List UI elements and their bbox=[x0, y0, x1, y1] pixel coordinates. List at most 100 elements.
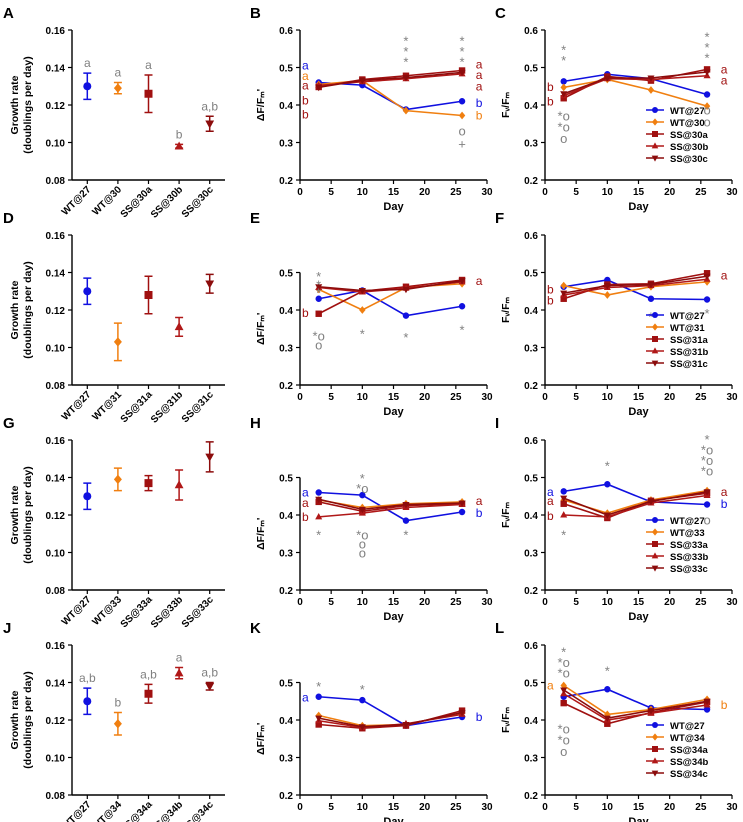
series-line bbox=[318, 695, 463, 727]
significance-mark: * bbox=[316, 269, 321, 284]
series-line bbox=[563, 275, 708, 294]
y-tick-label: 0.16 bbox=[46, 26, 66, 37]
significance-letter: a bbox=[721, 74, 728, 88]
significance-mark: *o bbox=[558, 733, 570, 748]
significance-letter: a bbox=[115, 66, 122, 80]
series-line bbox=[318, 279, 463, 292]
legend-marker bbox=[652, 733, 658, 741]
x-tick-label: 5 bbox=[573, 392, 579, 403]
significance-letter: a bbox=[145, 58, 152, 72]
line-panel-C: C 0.2 0.3 0.4 0.5 0.6 0 5 10 15 20 25 30 Day Fᵥ/Fₘ bb aa… bbox=[495, 5, 738, 213]
legend-label: SS@30b bbox=[670, 142, 709, 153]
y-tick-label: 0.14 bbox=[46, 269, 66, 280]
data-point bbox=[315, 693, 322, 700]
data-point bbox=[315, 496, 323, 504]
series-line bbox=[563, 73, 708, 96]
significance-mark: * bbox=[605, 458, 610, 473]
significance-letter: a bbox=[302, 79, 309, 93]
significance-letter: a bbox=[476, 79, 483, 93]
significance-letter: a bbox=[721, 269, 728, 283]
significance-mark: *o bbox=[558, 721, 570, 736]
data-point bbox=[402, 517, 410, 524]
significance-mark: * bbox=[360, 682, 365, 697]
series-line bbox=[563, 281, 708, 296]
significance-mark: * bbox=[403, 54, 408, 69]
y-tick-label: 0.5 bbox=[279, 474, 293, 485]
y-tick-label: 0.08 bbox=[46, 791, 66, 802]
legend-marker bbox=[652, 517, 658, 523]
line-panel-K: K 0.2 0.3 0.4 0.5 0 5 10 15 20 25 30 Day ΔF/Fₘ' a b * * bbox=[250, 620, 493, 822]
data-point bbox=[603, 283, 611, 290]
significance-mark: * bbox=[460, 323, 465, 338]
x-tick-label: 10 bbox=[602, 802, 614, 813]
panel-label: F bbox=[495, 210, 504, 227]
x-tick-label: 25 bbox=[450, 597, 462, 608]
data-point bbox=[458, 709, 466, 717]
y-tick-label: 0.6 bbox=[524, 26, 538, 37]
line-panel-H: H0.20.30.40.50 5 10 15 20 25 30DayΔF/Fₘ'aabab*… bbox=[250, 415, 493, 623]
legend-marker bbox=[652, 131, 658, 137]
data-point bbox=[402, 501, 410, 509]
y-tick-label: 0.4 bbox=[524, 306, 538, 317]
significance-letter: a bbox=[547, 485, 554, 499]
line-panel-B: B0.20.30.40.50.60 5 10 15 20 25 30DayΔF/Fₘ'aaa… bbox=[250, 5, 493, 213]
y-tick-label: 0.10 bbox=[46, 139, 66, 150]
y-tick-label: 0.3 bbox=[279, 139, 293, 150]
legend-marker bbox=[651, 360, 659, 367]
x-tick-label: 25 bbox=[450, 392, 462, 403]
x-tick-label: 20 bbox=[419, 597, 431, 608]
data-point bbox=[358, 506, 366, 514]
significance-letter: a bbox=[302, 59, 309, 73]
legend-marker bbox=[652, 336, 658, 342]
data-point bbox=[560, 281, 567, 290]
y-tick-label: 0.3 bbox=[279, 344, 293, 355]
significance-letter: a bbox=[547, 679, 554, 693]
data-point bbox=[144, 291, 153, 299]
y-tick-label: 0.12 bbox=[46, 306, 66, 317]
panel-label: L bbox=[495, 620, 504, 637]
y-tick-label: 0.3 bbox=[279, 549, 293, 560]
data-point bbox=[402, 286, 410, 294]
y-tick-label: 0.4 bbox=[524, 511, 538, 522]
y-tick-label: 0.2 bbox=[279, 381, 293, 392]
panel-label: D bbox=[3, 210, 14, 227]
x-tick-label: 5 bbox=[573, 187, 579, 198]
significance-mark: o bbox=[703, 115, 710, 130]
significance-letter: a bbox=[302, 496, 309, 510]
legend-label: WT@30 bbox=[670, 118, 705, 129]
x-tick-label: 5 bbox=[328, 392, 334, 403]
significance-letter: a bbox=[302, 486, 309, 500]
x-tick-label: 15 bbox=[388, 597, 400, 608]
significance-mark: * bbox=[561, 645, 566, 660]
significance-letter: a bbox=[302, 691, 309, 705]
data-point bbox=[315, 715, 323, 722]
data-point bbox=[358, 724, 366, 731]
data-point bbox=[560, 495, 568, 502]
data-point bbox=[458, 303, 466, 310]
series-line bbox=[563, 278, 708, 296]
legend-marker bbox=[652, 118, 658, 126]
data-point bbox=[315, 711, 322, 720]
x-tick-label: 20 bbox=[419, 187, 431, 198]
y-tick-label: 0.4 bbox=[279, 511, 293, 522]
data-point bbox=[113, 83, 122, 93]
x-axis-label: Day bbox=[383, 611, 404, 623]
x-tick-label: SS@30c bbox=[180, 184, 216, 220]
x-tick-label: SS@34b bbox=[149, 799, 185, 822]
x-tick-label: 25 bbox=[450, 187, 462, 198]
y-tick-label: 0.5 bbox=[524, 679, 538, 690]
data-point bbox=[174, 668, 184, 677]
significance-letter: b bbox=[476, 710, 483, 724]
growth-panel-G: G 0.08 0.10 0.12 0.14 0.16 Growth rate(doublin… bbox=[3, 415, 225, 631]
significance-letter: a bbox=[476, 68, 483, 82]
growth-panel-D: D 0.08 0.10 0.12 0.14 0.16 Growth rate(doublin… bbox=[3, 210, 225, 426]
y-axis-label: Fᵥ/Fₘ bbox=[500, 706, 512, 733]
data-point bbox=[458, 500, 466, 507]
data-point bbox=[315, 84, 323, 92]
x-tick-label: 10 bbox=[357, 392, 369, 403]
y-tick-label: 0.16 bbox=[46, 231, 66, 242]
y-tick-label: 0.5 bbox=[524, 269, 538, 280]
data-point bbox=[359, 306, 366, 314]
legend-marker bbox=[651, 565, 659, 572]
y-tick-label: 0.4 bbox=[524, 716, 538, 727]
